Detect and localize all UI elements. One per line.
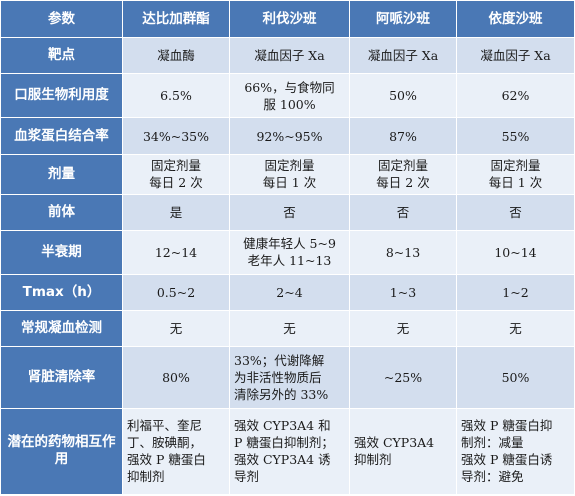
table-cell: 凝血酶 xyxy=(122,37,230,75)
table-cell: 1~3 xyxy=(349,274,457,312)
table-cell: 健康年轻人 5~9 老年人 11~13 xyxy=(229,229,350,276)
table-cell: 10~14 xyxy=(456,229,575,276)
row-param-label: 半衰期 xyxy=(0,229,123,276)
table-cell: 利福平、奎尼 丁、胺碘酮， 强效 P 糖蛋白 抑制剂 xyxy=(122,407,230,496)
row-param-label: 肾脏清除率 xyxy=(0,346,123,409)
table-cell: 凝血因子 Xa xyxy=(349,37,457,75)
table-cell: 2~4 xyxy=(229,274,350,312)
table-cell: 1~2 xyxy=(456,274,575,312)
header-drug: 达比加群酯 xyxy=(122,0,230,39)
table-cell: 否 xyxy=(456,193,575,231)
table-row: 靶点 凝血酶 凝血因子 Xa 凝血因子 Xa 凝血因子 Xa xyxy=(0,37,575,75)
table-cell: 凝血因子 Xa xyxy=(229,37,350,75)
table-cell: 0.5~2 xyxy=(122,274,230,312)
header-row: 参数 达比加群酯 利伐沙班 阿哌沙班 依度沙班 xyxy=(0,0,575,39)
table-cell: 无 xyxy=(229,310,350,348)
table-cell: 凝血因子 Xa xyxy=(456,37,575,75)
table-cell: 强效 CYP3A4 抑制剂 xyxy=(349,407,457,496)
table-row: 血浆蛋白结合率 34%~35% 92%~95% 87% 55% xyxy=(0,117,575,155)
table-cell: 固定剂量 每日 2 次 xyxy=(349,153,457,195)
row-param-label: 常规凝血检测 xyxy=(0,310,123,348)
header-drug: 阿哌沙班 xyxy=(349,0,457,39)
row-param-label: Tmax（h） xyxy=(0,274,123,312)
table-cell: 66%，与食物同服 100% xyxy=(229,73,350,119)
table-cell: 无 xyxy=(349,310,457,348)
table-cell: 否 xyxy=(349,193,457,231)
table-cell: 无 xyxy=(456,310,575,348)
table-cell: 强效 P 糖蛋白抑 制剂：减量 强效 P 糖蛋白诱 导剂：避免 xyxy=(456,407,575,496)
header-drug: 利伐沙班 xyxy=(229,0,350,39)
row-param-label: 剂量 xyxy=(0,153,123,195)
table-row: 半衰期 12~14 健康年轻人 5~9 老年人 11~13 8~13 10~14 xyxy=(0,229,575,276)
row-param-label: 血浆蛋白结合率 xyxy=(0,117,123,155)
table-cell: 92%~95% xyxy=(229,117,350,155)
table-row: 前体是否否否 xyxy=(0,193,575,231)
table-row: Tmax（h） 0.5~2 2~4 1~3 1~2 xyxy=(0,274,575,312)
table-row: 肾脏清除率 80% 33%；代谢降解 为非活性物质后 清除另外的 33% ~25% 50% xyxy=(0,346,575,409)
table-cell: 6.5% xyxy=(122,73,230,119)
table-cell: 固定剂量 每日 1 次 xyxy=(456,153,575,195)
table-row: 口服生物利用度 6.5% 66%，与食物同服 100% 50% 62% xyxy=(0,73,575,119)
row-param-label: 前体 xyxy=(0,193,123,231)
table-cell: 固定剂量 每日 1 次 xyxy=(229,153,350,195)
table-cell: 是 xyxy=(122,193,230,231)
table-cell: 34%~35% xyxy=(122,117,230,155)
table-cell: 80% xyxy=(122,346,230,409)
row-param-label: 靶点 xyxy=(0,37,123,75)
table-cell: 12~14 xyxy=(122,229,230,276)
row-param-label: 口服生物利用度 xyxy=(0,73,123,119)
table-cell: 否 xyxy=(229,193,350,231)
table-cell: 无 xyxy=(122,310,230,348)
table-row: 剂量 固定剂量 每日 2 次固定剂量 每日 1 次固定剂量 每日 2 次固定剂量 每日 1… xyxy=(0,153,575,195)
table-cell: 87% xyxy=(349,117,457,155)
table-cell: 55% xyxy=(456,117,575,155)
table-cell: 33%；代谢降解 为非活性物质后 清除另外的 33% xyxy=(229,346,350,409)
header-param: 参数 xyxy=(0,0,123,39)
table-row: 潜在的药物相互作用 利福平、奎尼 丁、胺碘酮， 强效 P 糖蛋白 抑制剂 强效 CYP3A… xyxy=(0,407,575,496)
header-drug: 依度沙班 xyxy=(456,0,575,39)
table-cell: 50% xyxy=(456,346,575,409)
row-param-label: 潜在的药物相互作用 xyxy=(0,407,123,496)
table-cell: 62% xyxy=(456,73,575,119)
table-cell: ~25% xyxy=(349,346,457,409)
table-cell: 50% xyxy=(349,73,457,119)
table-cell: 固定剂量 每日 2 次 xyxy=(122,153,230,195)
table-cell: 8~13 xyxy=(349,229,457,276)
table-row: 常规凝血检测无无无无 xyxy=(0,310,575,348)
